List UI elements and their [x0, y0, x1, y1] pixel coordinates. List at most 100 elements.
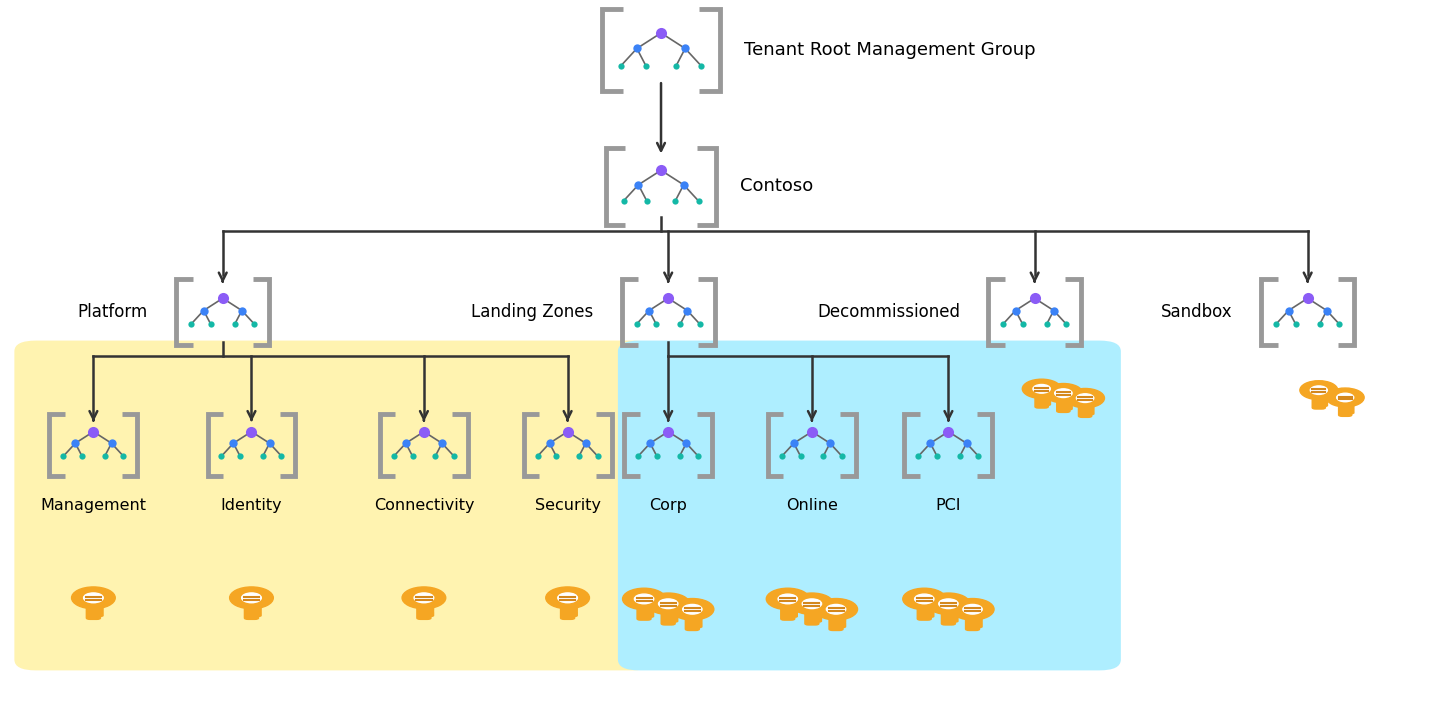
FancyBboxPatch shape	[684, 607, 700, 631]
Circle shape	[1336, 393, 1354, 402]
FancyBboxPatch shape	[810, 616, 822, 622]
FancyBboxPatch shape	[1338, 395, 1352, 417]
Text: Online: Online	[786, 498, 838, 513]
Circle shape	[802, 599, 822, 609]
FancyBboxPatch shape	[1040, 399, 1050, 406]
FancyBboxPatch shape	[1318, 401, 1328, 407]
Circle shape	[546, 587, 589, 609]
Text: Security: Security	[535, 498, 601, 513]
FancyBboxPatch shape	[691, 622, 703, 628]
FancyBboxPatch shape	[828, 607, 844, 631]
Circle shape	[83, 593, 103, 603]
FancyBboxPatch shape	[244, 596, 259, 620]
FancyBboxPatch shape	[947, 616, 958, 622]
Text: Tenant Root Management Group: Tenant Root Management Group	[744, 41, 1036, 60]
Text: Landing Zones: Landing Zones	[471, 303, 593, 321]
FancyBboxPatch shape	[14, 341, 654, 670]
FancyBboxPatch shape	[835, 617, 846, 623]
Circle shape	[230, 587, 273, 609]
FancyBboxPatch shape	[566, 606, 578, 612]
FancyBboxPatch shape	[637, 597, 652, 621]
FancyBboxPatch shape	[92, 610, 103, 617]
Text: Decommissioned: Decommissioned	[816, 303, 960, 321]
Text: Corp: Corp	[650, 498, 687, 513]
Circle shape	[1300, 381, 1338, 399]
Circle shape	[963, 604, 983, 614]
Circle shape	[1076, 394, 1094, 402]
Circle shape	[1033, 384, 1050, 393]
FancyBboxPatch shape	[642, 607, 654, 613]
FancyBboxPatch shape	[667, 616, 678, 622]
Circle shape	[402, 587, 445, 609]
Circle shape	[914, 594, 934, 604]
Circle shape	[777, 594, 798, 604]
FancyBboxPatch shape	[250, 610, 262, 617]
FancyBboxPatch shape	[810, 612, 822, 617]
FancyBboxPatch shape	[971, 622, 983, 628]
FancyBboxPatch shape	[947, 612, 958, 617]
FancyBboxPatch shape	[780, 597, 796, 621]
Circle shape	[241, 593, 262, 603]
FancyBboxPatch shape	[917, 597, 933, 621]
Text: Contoso: Contoso	[740, 177, 813, 196]
FancyBboxPatch shape	[786, 611, 798, 618]
FancyBboxPatch shape	[971, 617, 983, 623]
Circle shape	[683, 604, 703, 614]
Circle shape	[951, 599, 994, 620]
FancyBboxPatch shape	[835, 622, 846, 628]
FancyBboxPatch shape	[422, 610, 434, 617]
Circle shape	[1066, 389, 1105, 408]
Circle shape	[1022, 379, 1061, 399]
Text: Sandbox: Sandbox	[1161, 303, 1233, 321]
FancyBboxPatch shape	[667, 612, 678, 617]
FancyBboxPatch shape	[1078, 396, 1092, 418]
Text: Management: Management	[40, 498, 147, 513]
FancyBboxPatch shape	[923, 607, 934, 613]
FancyBboxPatch shape	[86, 596, 101, 620]
FancyBboxPatch shape	[1344, 408, 1355, 414]
Circle shape	[815, 599, 858, 620]
FancyBboxPatch shape	[250, 606, 262, 612]
Circle shape	[1055, 389, 1072, 397]
Circle shape	[671, 599, 714, 620]
Circle shape	[72, 587, 115, 609]
Circle shape	[647, 593, 690, 614]
Circle shape	[658, 599, 678, 609]
FancyBboxPatch shape	[1344, 404, 1355, 410]
FancyBboxPatch shape	[661, 602, 675, 626]
Circle shape	[622, 588, 665, 609]
Text: Identity: Identity	[221, 498, 282, 513]
FancyBboxPatch shape	[691, 617, 703, 623]
FancyBboxPatch shape	[805, 602, 819, 626]
Text: Connectivity: Connectivity	[374, 498, 474, 513]
FancyBboxPatch shape	[642, 611, 654, 618]
FancyBboxPatch shape	[422, 606, 434, 612]
Text: Platform: Platform	[78, 303, 148, 321]
Circle shape	[826, 604, 846, 614]
Circle shape	[766, 588, 809, 609]
Circle shape	[927, 593, 970, 614]
FancyBboxPatch shape	[1056, 391, 1071, 413]
Circle shape	[1326, 388, 1364, 407]
FancyBboxPatch shape	[1083, 405, 1095, 411]
FancyBboxPatch shape	[1312, 388, 1326, 409]
FancyBboxPatch shape	[618, 341, 1121, 670]
FancyBboxPatch shape	[786, 607, 798, 613]
FancyBboxPatch shape	[1035, 386, 1049, 409]
FancyBboxPatch shape	[1318, 397, 1328, 402]
FancyBboxPatch shape	[566, 610, 578, 617]
Text: PCI: PCI	[935, 498, 961, 513]
Circle shape	[634, 594, 654, 604]
FancyBboxPatch shape	[941, 602, 956, 626]
Circle shape	[558, 593, 578, 603]
FancyBboxPatch shape	[92, 606, 103, 612]
FancyBboxPatch shape	[560, 596, 575, 620]
Circle shape	[1045, 384, 1082, 403]
FancyBboxPatch shape	[923, 611, 934, 618]
FancyBboxPatch shape	[1062, 400, 1073, 406]
Circle shape	[902, 588, 946, 609]
Circle shape	[414, 593, 434, 603]
Circle shape	[1311, 386, 1328, 394]
FancyBboxPatch shape	[964, 607, 980, 631]
FancyBboxPatch shape	[1040, 396, 1050, 402]
